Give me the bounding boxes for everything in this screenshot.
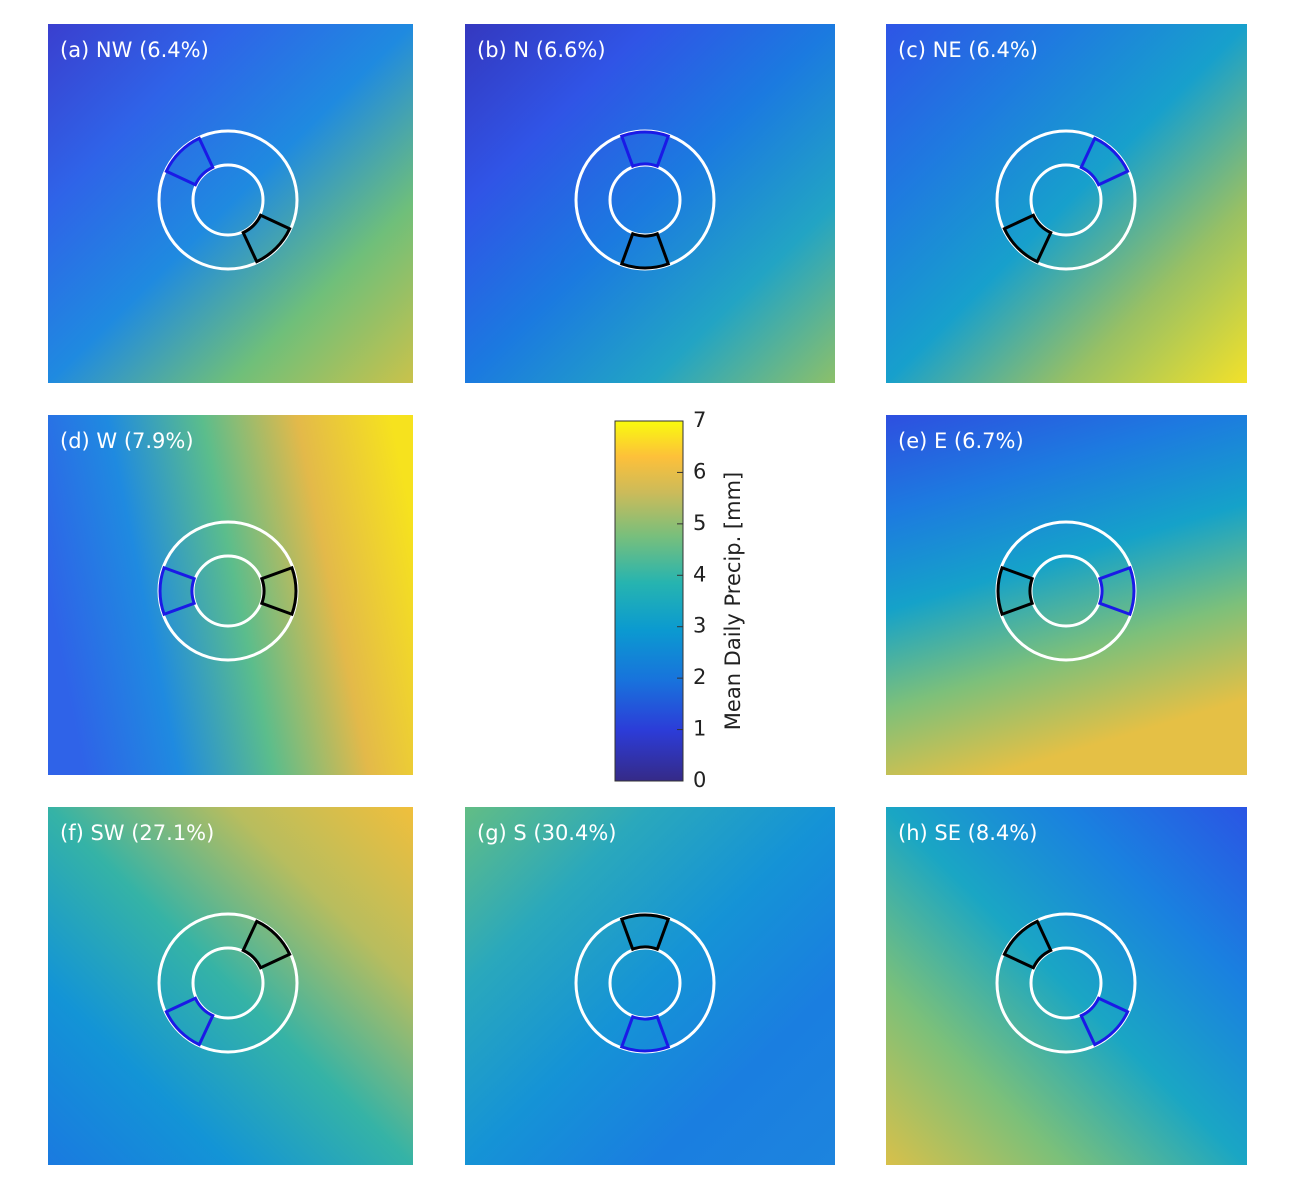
map	[886, 807, 1247, 1165]
panel: (c) NE (6.4%)	[886, 24, 1247, 383]
panel: (e) E (6.7%)	[886, 415, 1247, 775]
panel-label: (e) E (6.7%)	[898, 429, 1024, 453]
colorbar-tick-label: 5	[693, 511, 706, 535]
panel: (d) W (7.9%)	[48, 415, 413, 775]
figure: (a) NW (6.4%) (b) N (6.6%) (c) NE (6.4%) (d…	[0, 0, 1298, 1178]
colorbar-tick-label: 0	[693, 768, 706, 792]
panel-label: (d) W (7.9%)	[60, 429, 194, 453]
colorbar-tick-label: 2	[693, 665, 706, 689]
panel-label: (g) S (30.4%)	[477, 821, 617, 845]
panel-label: (c) NE (6.4%)	[898, 38, 1038, 62]
panel: (a) NW (6.4%)	[48, 24, 413, 383]
map	[886, 24, 1247, 383]
colorbar-tick-label: 6	[693, 459, 706, 483]
colorbar-tick-label: 3	[693, 614, 706, 638]
map	[465, 807, 835, 1165]
panel: (b) N (6.6%)	[465, 24, 835, 383]
colorbar-label: Mean Daily Precip. [mm]	[721, 472, 745, 730]
panel: (f) SW (27.1%)	[48, 807, 413, 1165]
map	[48, 415, 413, 775]
panel-label: (h) SE (8.4%)	[898, 821, 1037, 845]
colorbar-tick-label: 4	[693, 562, 706, 586]
colorbar-tick-label: 1	[693, 717, 706, 741]
map	[48, 24, 413, 383]
panel: (h) SE (8.4%)	[886, 807, 1247, 1165]
panel: (g) S (30.4%)	[465, 807, 835, 1165]
colorbar-gradient	[615, 421, 683, 781]
panel-label: (f) SW (27.1%)	[60, 821, 214, 845]
colorbar: 0 1 2 3 4 5 6 7 Mean Daily Precip. [mm]	[615, 408, 745, 792]
colorbar-tick-label: 7	[693, 408, 706, 432]
map	[465, 24, 835, 383]
map	[886, 415, 1247, 775]
map	[48, 807, 413, 1165]
panel-label: (b) N (6.6%)	[477, 38, 606, 62]
panel-label: (a) NW (6.4%)	[60, 38, 209, 62]
